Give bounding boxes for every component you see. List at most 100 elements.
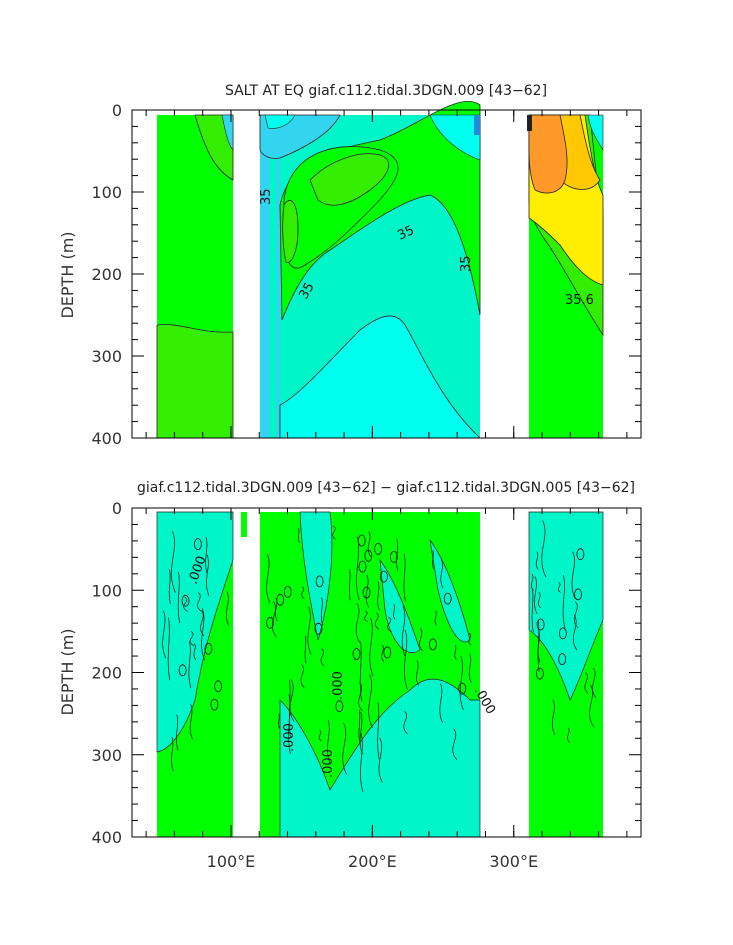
difference-contour-line bbox=[534, 576, 538, 614]
difference-contour-line bbox=[348, 569, 351, 601]
difference-contour-zero-loop bbox=[335, 700, 344, 713]
salinity-contour-ep-fresh bbox=[429, 114, 481, 161]
difference-contour-zero-loop bbox=[362, 586, 371, 599]
difference-contour-line bbox=[175, 714, 179, 751]
salinity-contour-pacific-max bbox=[309, 153, 390, 206]
salinity-panel-title: SALT AT EQ giaf.c112.tidal.3DGN.009 [43−… bbox=[225, 83, 547, 99]
difference-contour-zero-loop bbox=[576, 548, 585, 561]
difference-contour-line bbox=[393, 604, 396, 620]
difference-contour-line bbox=[288, 680, 291, 738]
difference-contour-line bbox=[452, 728, 457, 760]
difference-patch-ep bbox=[429, 539, 471, 643]
difference-contour-line bbox=[369, 617, 374, 677]
difference-contour-line bbox=[377, 702, 380, 760]
salinity-contour-label: 35 bbox=[395, 223, 416, 244]
difference-contour-zero-loop bbox=[193, 538, 202, 550]
difference-contour-line bbox=[537, 619, 540, 672]
salinity-contour-indian-upper bbox=[194, 114, 234, 181]
difference-contour-line bbox=[432, 549, 434, 570]
salinity-contour-label: 35 bbox=[259, 188, 274, 205]
difference-contour-line bbox=[355, 602, 361, 643]
y-tick-label: 100 bbox=[91, 183, 122, 202]
difference-contour-line bbox=[541, 520, 547, 578]
difference-contour-line bbox=[416, 660, 419, 686]
y-tick-label: 0 bbox=[112, 499, 122, 518]
difference-contour-zero-loop bbox=[315, 575, 324, 588]
difference-contour-zero-loop bbox=[559, 627, 567, 640]
difference-contour-line bbox=[377, 581, 380, 611]
difference-contour-line bbox=[573, 601, 579, 629]
difference-contour-line bbox=[365, 574, 370, 608]
difference-contour-line bbox=[197, 592, 202, 612]
difference-contour-line bbox=[304, 636, 307, 664]
salinity-contour-label: 35 bbox=[459, 255, 474, 272]
difference-contour-line bbox=[374, 612, 380, 630]
difference-contour-zero-loop bbox=[558, 653, 567, 665]
difference-contour-zero-loop bbox=[458, 682, 467, 695]
difference-contour-label: .000 bbox=[321, 749, 336, 778]
difference-contour-line bbox=[434, 610, 437, 626]
difference-contour-line bbox=[193, 643, 196, 661]
difference-contour-line bbox=[403, 553, 406, 602]
difference-contour-zero-loop bbox=[181, 594, 190, 607]
difference-contour-zero-loop bbox=[314, 622, 323, 635]
difference-contour-line bbox=[205, 536, 208, 575]
difference-axes: 100°E 200°E 300°E 0 100 200 300 400 bbox=[91, 499, 641, 871]
difference-contour-zero-loop bbox=[204, 642, 213, 655]
difference-contour-line bbox=[332, 525, 337, 540]
difference-contour-line bbox=[289, 679, 295, 722]
difference-contour-line bbox=[360, 732, 364, 792]
difference-y-axis-title: DEPTH (m) bbox=[58, 628, 77, 715]
difference-contour-line bbox=[359, 711, 363, 755]
salinity-contour-wp-fresh-core bbox=[264, 114, 296, 129]
difference-contour-line bbox=[168, 569, 171, 605]
difference-contour-line bbox=[381, 644, 385, 662]
difference-contour-line bbox=[359, 641, 362, 702]
y-tick-label: 200 bbox=[91, 265, 122, 284]
difference-contour-line bbox=[300, 664, 305, 688]
difference-contour-zero-loop bbox=[358, 560, 367, 573]
difference-contour-line bbox=[297, 528, 300, 543]
y-tick-label: 400 bbox=[91, 429, 122, 448]
difference-contour-line bbox=[318, 730, 322, 742]
salinity-panel: SALT AT EQ giaf.c112.tidal.3DGN.009 [43−… bbox=[58, 83, 642, 448]
salinity-contour-atl-west-edge bbox=[527, 115, 532, 131]
y-tick-label: 100 bbox=[91, 581, 122, 600]
salinity-contour-ep-fresh-core bbox=[474, 115, 480, 135]
difference-contour-line bbox=[307, 606, 312, 655]
salinity-contour-pacific-deep bbox=[279, 315, 482, 439]
difference-contour-line bbox=[188, 641, 192, 689]
salinity-contour-label: 35.6 bbox=[565, 293, 594, 308]
difference-contour-zero-loop bbox=[379, 570, 388, 583]
difference-contour-line bbox=[571, 551, 576, 600]
difference-contour-line bbox=[531, 588, 534, 633]
difference-contour-line bbox=[201, 608, 205, 661]
difference-contour-line bbox=[584, 672, 589, 694]
difference-patch-atlantic bbox=[528, 511, 604, 701]
difference-contour-line bbox=[538, 591, 541, 609]
x-tick-label: 100°E bbox=[207, 852, 256, 871]
salinity-contour-atl-east-fresh bbox=[587, 114, 604, 152]
difference-patch-wp bbox=[299, 511, 333, 641]
difference-contour-zero-loop bbox=[178, 664, 187, 677]
salinity-contour-wp-column2 bbox=[276, 115, 280, 438]
difference-contour-line bbox=[206, 554, 210, 596]
salinity-contour-atl-orange bbox=[528, 114, 568, 194]
difference-patch-indian bbox=[156, 511, 234, 753]
difference-contour-zero-loop bbox=[536, 667, 544, 680]
difference-contour-line bbox=[531, 573, 534, 591]
difference-contour-line bbox=[562, 575, 566, 629]
salinity-field: 35 35 35 35 35.6 bbox=[156, 100, 604, 439]
difference-contour-zero-loop bbox=[276, 593, 285, 606]
difference-contour-line bbox=[183, 596, 188, 612]
difference-contour-line bbox=[327, 719, 331, 763]
difference-contour-zero-loop bbox=[214, 680, 223, 693]
difference-contour-zero-loop bbox=[283, 586, 292, 598]
y-tick-label: 400 bbox=[91, 828, 122, 847]
difference-region-sliver bbox=[241, 512, 247, 537]
y-tick-label: 200 bbox=[91, 664, 122, 683]
difference-contour-zero-loop bbox=[428, 638, 437, 651]
difference-contour-line bbox=[440, 559, 444, 589]
difference-contour-line bbox=[358, 710, 361, 745]
